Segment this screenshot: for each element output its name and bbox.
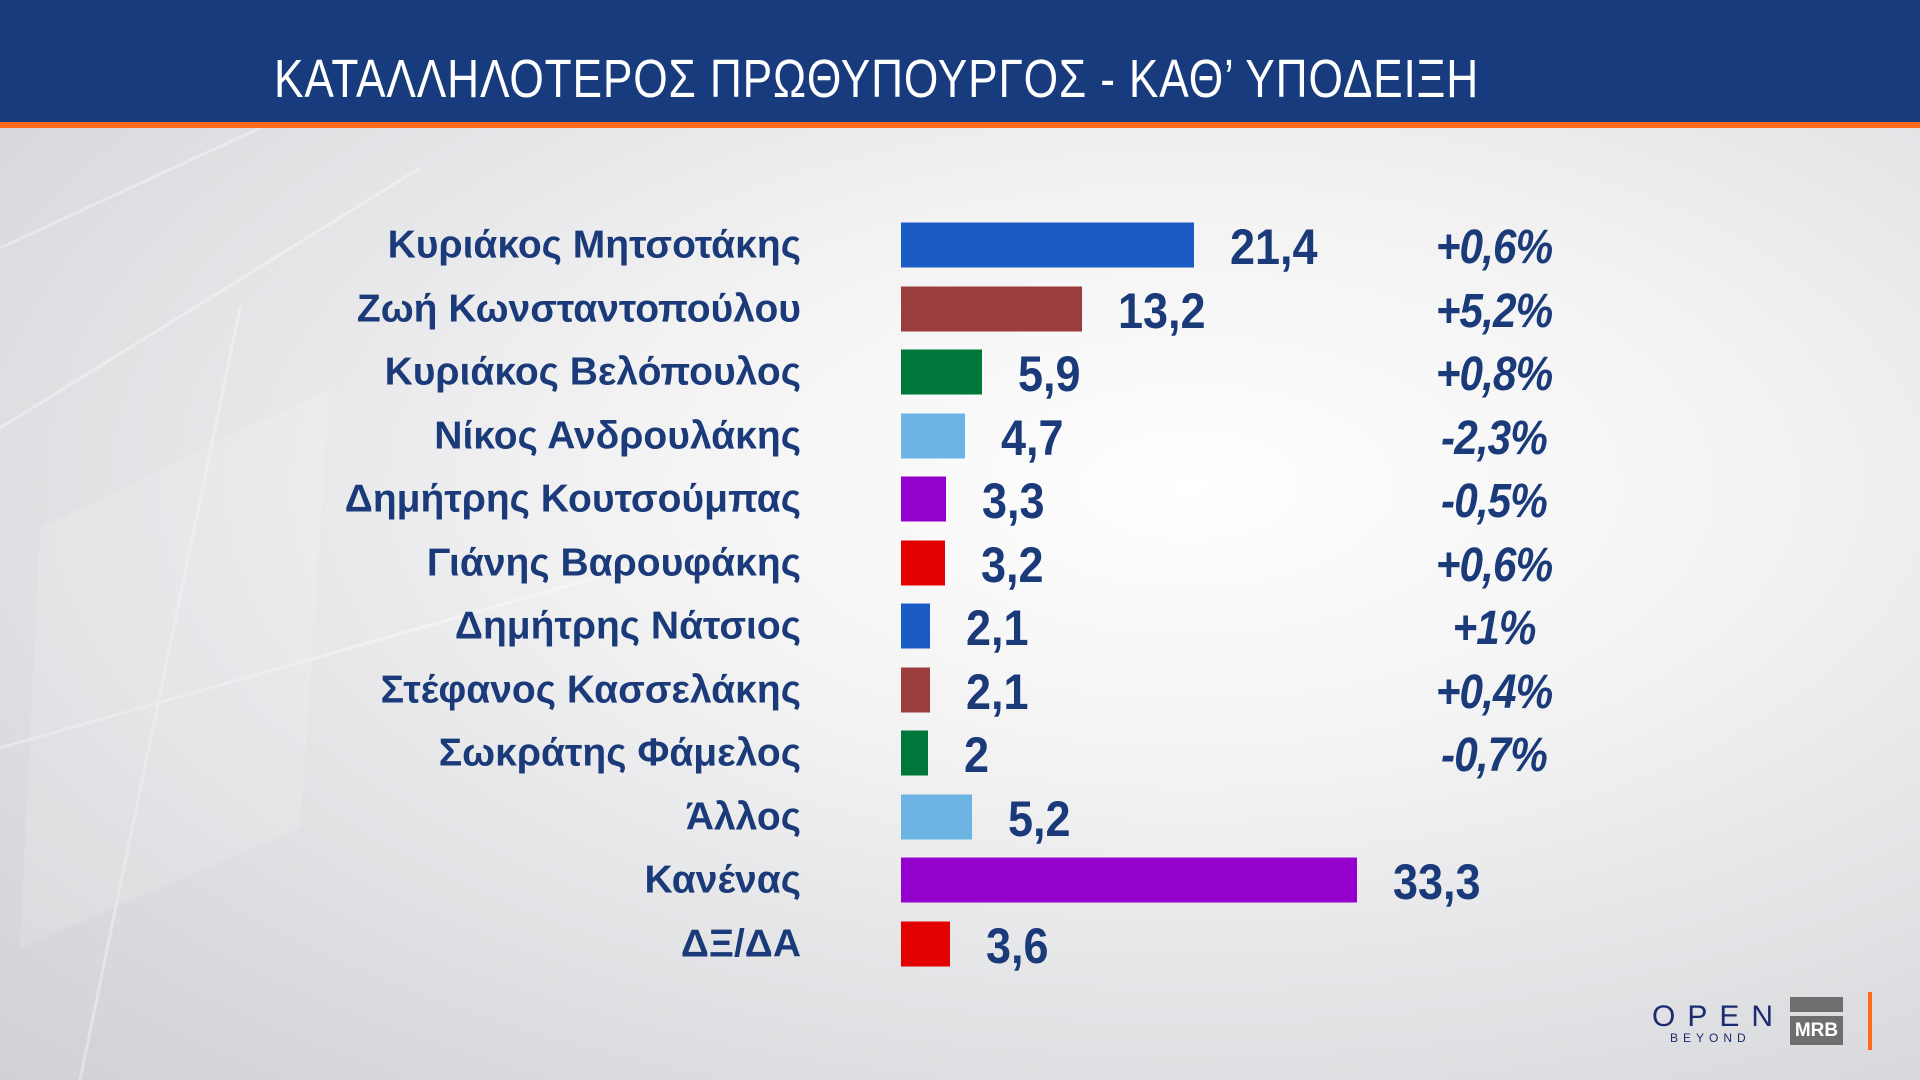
value-label: 2,1 xyxy=(965,663,1029,720)
value-label: 5,2 xyxy=(1008,790,1071,847)
mrb-logo-band xyxy=(1790,997,1843,1012)
value-label: 3,6 xyxy=(986,917,1049,974)
change-label: +1% xyxy=(1452,602,1536,655)
change-label: +0,4% xyxy=(1435,665,1553,719)
category-label: Νίκος Ανδρουλάκης xyxy=(434,414,801,457)
bar-6 xyxy=(901,540,945,585)
category-label: Κυριάκος Βελόπουλος xyxy=(384,350,801,394)
category-label: ΔΞ/ΔΑ xyxy=(680,922,801,965)
bar-8 xyxy=(901,667,930,712)
value-label: 3,3 xyxy=(982,473,1045,529)
category-label: Δημήτρης Κουτσούμπας xyxy=(344,477,801,521)
bar-11 xyxy=(901,857,1358,903)
category-label: Κανένας xyxy=(644,858,801,902)
bar-7 xyxy=(901,603,930,649)
bar-1 xyxy=(901,222,1195,268)
value-label: 3,2 xyxy=(980,536,1044,593)
change-label: +0,6% xyxy=(1435,538,1553,592)
value-label: 13,2 xyxy=(1117,282,1206,339)
header-accent-line xyxy=(0,122,1920,128)
value-label: 2 xyxy=(964,727,990,783)
category-label: Ζωή Κωνσταντοπούλου xyxy=(356,287,801,330)
change-label: +0,8% xyxy=(1435,348,1553,401)
value-label: 21,4 xyxy=(1230,219,1318,275)
bar-4 xyxy=(901,413,966,458)
bar-10 xyxy=(901,794,973,839)
value-label: 4,7 xyxy=(1001,409,1064,466)
category-label: Σωκράτης Φάμελος xyxy=(438,731,801,775)
bar-2 xyxy=(901,286,1082,331)
mrb-logo: MRB xyxy=(1790,997,1843,1045)
header-bar: ΚΑΤΑΛΛΗΛΟΤΕΡΟΣ ΠΡΩΘΥΠΟΥΡΓΟΣ - ΚΑΘ’ ΥΠΟΔΕ… xyxy=(0,0,1920,122)
change-label: -0,5% xyxy=(1441,475,1548,528)
bar-5 xyxy=(901,476,947,522)
category-label: Κυριάκος Μητσοτάκης xyxy=(387,223,801,267)
mrb-logo-text: MRB xyxy=(1790,1016,1843,1045)
bar-12 xyxy=(901,921,951,966)
value-label: 33,3 xyxy=(1393,854,1481,910)
category-label: Άλλος xyxy=(685,795,801,838)
category-label: Δημήτρης Νάτσιος xyxy=(454,604,801,648)
bar-3 xyxy=(901,349,982,395)
value-label: 5,9 xyxy=(1017,346,1081,402)
change-label: -0,7% xyxy=(1441,729,1548,782)
change-label: +5,2% xyxy=(1435,284,1553,338)
open-logo: OPEN xyxy=(1652,1000,1786,1033)
bar-9 xyxy=(901,730,929,776)
category-label: Στέφανος Κασσελάκης xyxy=(380,668,801,711)
value-label: 2,1 xyxy=(965,600,1029,656)
open-logo-subtitle: BEYOND xyxy=(1670,1031,1751,1045)
change-label: +0,6% xyxy=(1435,221,1553,274)
page-title: ΚΑΤΑΛΛΗΛΟΤΕΡΟΣ ΠΡΩΘΥΠΟΥΡΓΟΣ - ΚΑΘ’ ΥΠΟΔΕ… xyxy=(274,49,1480,109)
change-label: -2,3% xyxy=(1441,411,1548,465)
category-label: Γιάνης Βαρουφάκης xyxy=(426,541,801,584)
divider-line xyxy=(1868,992,1872,1050)
